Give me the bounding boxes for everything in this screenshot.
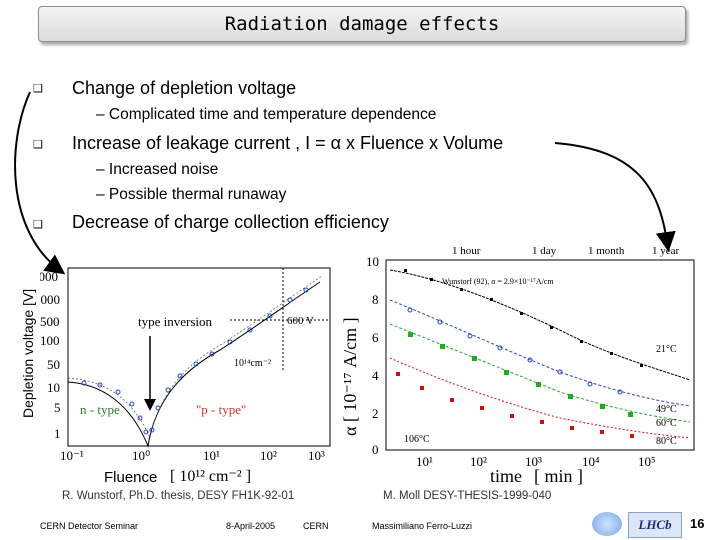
right-xtick: 10¹ [416, 454, 433, 469]
bullet-leakage-current: Increase of leakage current , I = α x Fl… [72, 133, 504, 153]
series-60C-points [408, 332, 633, 417]
depletion-voltage-band [67, 275, 323, 440]
lhcb-logo-icon: LHCb [628, 512, 682, 538]
curve-21C [389, 269, 691, 381]
curve-80C [389, 357, 691, 439]
right-xtick: 10³ [525, 454, 542, 469]
curve-49C [389, 299, 691, 407]
p-type-label: "p - type" [196, 402, 246, 417]
right-ytick: 0 [372, 442, 379, 457]
series-labels: 21°C 49°C 60°C 80°C 106°C [404, 344, 677, 447]
series-49C-points [407, 307, 623, 395]
right-ytick: 6 [372, 330, 379, 345]
right-plot-ylabel: α [ 10⁻¹⁷ A/cm ] [340, 317, 360, 436]
left-plot-yticks: 5000 1000 500 100 50 10 5 1 [40, 269, 61, 441]
depletion-voltage-curve [67, 281, 321, 448]
left-ytick: 100 [40, 333, 60, 348]
right-top-label: 1 year [652, 245, 680, 257]
globe-logo-icon [592, 512, 622, 536]
right-xtick: 10² [470, 454, 487, 469]
series-80C-points [396, 372, 634, 438]
sub-bullet-time-temp: – Complicated time and temperature depen… [96, 106, 437, 123]
slide-title-box: Radiation damage effects [38, 6, 686, 42]
fit-label: Wunstorf (92), α = 2.9×10⁻¹⁷A/cm [442, 277, 554, 286]
right-top-label: 1 day [532, 245, 557, 257]
right-plot-credit: M. Moll DESY-THESIS-1999-040 [383, 490, 552, 502]
footer-author: Massimiliano Ferro-Luzzi [372, 521, 473, 531]
right-plot-yticks: 10 8 6 4 2 0 [366, 254, 379, 457]
right-plot: 1 hour 1 day 1 month 1 year 10 8 6 4 2 0… [366, 245, 695, 469]
curve-60C [389, 323, 691, 423]
bullet-icon: ❑ [33, 139, 43, 151]
series-label-21C: 21°C [656, 344, 677, 355]
right-ytick: 4 [372, 368, 379, 383]
left-ytick: 10 [47, 380, 60, 395]
right-ytick: 2 [372, 406, 379, 421]
footer-seminar: CERN Detector Seminar [40, 521, 139, 531]
bullet-depletion-voltage: Change of depletion voltage [72, 78, 297, 98]
sub-bullet-runaway: – Possible thermal runaway [96, 186, 287, 203]
arrow-to-left-plot [14, 91, 66, 275]
left-ytick: 1000 [40, 292, 60, 307]
left-plot-xunit: [ 10¹² cm⁻² ] [170, 468, 252, 485]
left-plot-points [81, 287, 309, 435]
bullet-icon: ❑ [33, 83, 43, 95]
series-label-80C: 80°C [656, 436, 677, 447]
voltage-label: 600 V [287, 315, 314, 327]
left-xtick: 10⁻¹ [60, 448, 84, 462]
fluence-mark-label: 10¹⁴cm⁻² [234, 358, 271, 369]
left-xtick: 10⁰ [132, 448, 150, 462]
left-xtick: 10² [260, 448, 277, 462]
left-ytick: 5000 [40, 269, 58, 284]
page-number: 16 [690, 516, 705, 531]
sub-bullet-noise: – Increased noise [96, 161, 219, 178]
lhcb-logo-text: LHCb [638, 517, 672, 532]
arrow-to-right-plot [554, 142, 676, 252]
series-21C-points [404, 269, 643, 367]
right-plot-xticks: 10¹ 10² 10³ 10⁴ 10⁵ [416, 454, 656, 469]
right-xtick: 10⁵ [638, 454, 656, 469]
n-type-label: n - type [80, 402, 120, 417]
right-plot-xunit: [ min ] [534, 466, 583, 486]
left-plot-ylabel: Depletion voltage [V] [20, 288, 36, 418]
bullet-charge-collection: Decrease of charge collection efficiency [72, 212, 389, 232]
footer-date: 8-April-2005 [226, 521, 276, 531]
left-plot: 5000 1000 500 100 50 10 5 1 10⁻¹ 10⁰ 10¹… [40, 267, 331, 462]
left-plot-credit: R. Wunstorf, Ph.D. thesis, DESY FH1K-92-… [62, 490, 295, 502]
left-plot-xticks: 10⁻¹ 10⁰ 10¹ 10² 10³ [60, 448, 325, 462]
bullet-icon: ❑ [33, 219, 43, 231]
series-label-106C: 106°C [404, 434, 430, 445]
left-plot-xlabel: Fluence [104, 469, 158, 486]
left-ytick: 50 [47, 357, 60, 372]
right-xtick: 10⁴ [582, 454, 600, 469]
right-ytick: 10 [366, 254, 379, 269]
left-ytick: 5 [54, 400, 61, 415]
right-top-label: 1 month [588, 245, 625, 257]
left-ytick: 500 [40, 314, 60, 329]
footer-org: CERN [303, 521, 329, 531]
type-inversion-label: type inversion [138, 314, 213, 329]
left-xtick: 10³ [308, 448, 325, 462]
right-ytick: 8 [372, 292, 379, 307]
left-ytick: 1 [54, 426, 61, 441]
right-top-label: 1 hour [452, 245, 481, 257]
right-plot-top-labels: 1 hour 1 day 1 month 1 year [452, 245, 680, 257]
series-label-49C: 49°C [656, 404, 677, 415]
right-plot-xlabel: time [490, 466, 522, 486]
left-xtick: 10¹ [203, 448, 220, 462]
slide-title: Radiation damage effects [224, 13, 500, 35]
series-label-60C: 60°C [656, 418, 677, 429]
